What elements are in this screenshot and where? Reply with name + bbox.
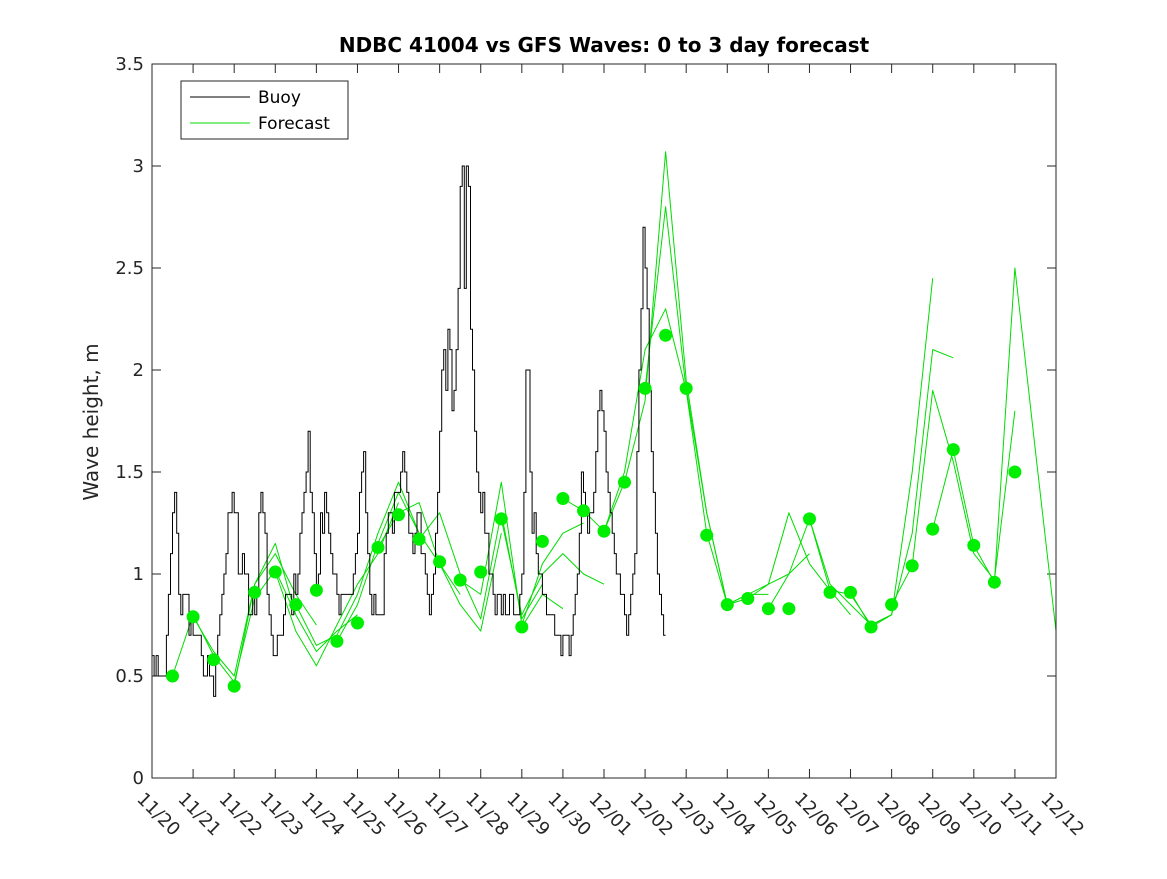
forecast-marker-point bbox=[885, 598, 899, 612]
y-tick-label: 1.5 bbox=[115, 462, 144, 483]
y-tick-label: 3 bbox=[133, 156, 144, 177]
forecast-marker-point bbox=[494, 512, 508, 526]
forecast-marker-point bbox=[905, 559, 919, 573]
plot-frame bbox=[151, 63, 1057, 779]
forecast-marker-point bbox=[679, 381, 693, 395]
forecast-trace-line bbox=[233, 542, 358, 687]
forecast-marker-point bbox=[597, 524, 611, 538]
y-tick-label: 0 bbox=[133, 768, 144, 789]
chart-title: NDBC 41004 vs GFS Waves: 0 to 3 day fore… bbox=[339, 33, 870, 57]
legend: Buoy Forecast bbox=[180, 80, 349, 140]
forecast-marker-point bbox=[741, 592, 755, 605]
forecast-marker-point bbox=[371, 541, 385, 554]
forecast-marker-point bbox=[392, 508, 405, 522]
forecast-marker-point bbox=[618, 475, 631, 489]
forecast-marker-point bbox=[351, 616, 364, 630]
y-tick-label: 2 bbox=[133, 360, 144, 381]
forecast-marker-point bbox=[309, 583, 323, 597]
forecast-marker-point bbox=[166, 669, 179, 683]
forecast-marker-point bbox=[412, 532, 426, 546]
forecast-marker-point bbox=[474, 565, 488, 579]
forecast-marker-point bbox=[330, 634, 344, 648]
forecast-trace-line bbox=[295, 481, 420, 646]
forecast-trace-line bbox=[500, 518, 605, 616]
forecast-marker-point bbox=[864, 620, 878, 634]
legend-buoy-label: Buoy bbox=[258, 88, 301, 108]
forecast-marker-point bbox=[659, 328, 673, 342]
forecast-marker-point bbox=[556, 492, 570, 505]
y-tick-label: 1 bbox=[133, 564, 144, 585]
forecast-marker-point bbox=[1008, 465, 1022, 479]
forecast-marker-point bbox=[515, 620, 529, 634]
forecast-marker-point bbox=[535, 534, 549, 548]
y-tick-label: 2.5 bbox=[115, 258, 144, 279]
legend-box bbox=[180, 80, 349, 140]
y-axis-label: Wave height, m bbox=[79, 343, 103, 500]
y-tick-label: 0.5 bbox=[115, 666, 144, 687]
forecast-marker-point bbox=[720, 598, 734, 612]
y-tick-label: 3.5 bbox=[115, 54, 144, 75]
forecast-marker-point bbox=[761, 602, 775, 616]
forecast-marker-point bbox=[433, 555, 447, 569]
forecast-marker-point bbox=[227, 679, 241, 693]
forecast-marker-point bbox=[987, 575, 1001, 589]
forecast-trace-line bbox=[850, 349, 954, 628]
forecast-marker-point bbox=[186, 610, 200, 624]
forecast-marker-point bbox=[577, 504, 590, 518]
forecast-trace-line bbox=[418, 512, 543, 620]
forecast-marker-point bbox=[823, 585, 837, 599]
forecast-markers bbox=[166, 328, 1022, 693]
forecast-marker-point bbox=[453, 573, 467, 587]
forecast-marker-point bbox=[700, 528, 714, 542]
forecast-marker-point bbox=[289, 598, 303, 612]
forecast-marker-point bbox=[926, 522, 940, 536]
forecast-marker-point bbox=[967, 538, 981, 552]
forecast-marker-point bbox=[207, 653, 221, 667]
forecast-marker-point bbox=[803, 512, 816, 526]
forecast-marker-point bbox=[638, 381, 652, 395]
forecast-marker-point bbox=[844, 585, 857, 599]
forecast-marker-point bbox=[782, 602, 796, 616]
forecast-marker-point bbox=[248, 585, 262, 599]
legend-forecast-label: Forecast bbox=[258, 114, 330, 134]
forecast-marker-point bbox=[268, 565, 282, 579]
forecast-marker-point bbox=[946, 443, 960, 457]
